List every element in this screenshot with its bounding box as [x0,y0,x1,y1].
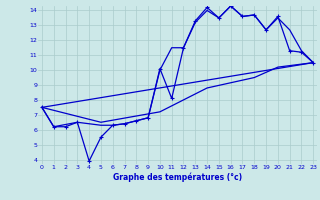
X-axis label: Graphe des températures (°c): Graphe des températures (°c) [113,173,242,182]
